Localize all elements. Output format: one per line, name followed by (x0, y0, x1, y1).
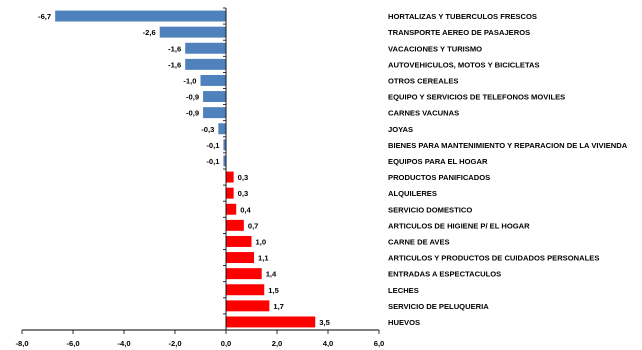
bar (226, 316, 316, 328)
value-label: -0,9 (186, 109, 199, 118)
value-label: -0,9 (186, 93, 199, 102)
category-label: OTROS CEREALES (388, 76, 458, 85)
bars-group (55, 10, 316, 328)
value-label: -0,1 (206, 141, 220, 150)
category-label: PRODUCTOS PANIFICADOS (388, 173, 490, 182)
category-label: ARTICULOS Y PRODUCTOS DE CUIDADOS PERSON… (388, 254, 599, 263)
labels-group: -6,7 HORTALIZAS Y TUBERCULOS FRESCOS -2,6 T… (15, 12, 627, 348)
category-label: TRANSPORTE AEREO DE PASAJEROS (388, 28, 530, 37)
bar (226, 219, 244, 231)
bar (223, 155, 226, 167)
value-label: -1,0 (183, 76, 196, 85)
value-label: -6,7 (38, 12, 51, 21)
bar (203, 91, 226, 103)
x-tick-label: 6,0 (374, 339, 385, 348)
category-label: ALQUILERES (388, 189, 437, 198)
bar (226, 171, 234, 183)
value-label: 1,0 (256, 237, 267, 246)
x-tick-label: 4,0 (323, 339, 334, 348)
category-label: ENTRADAS A ESPECTACULOS (388, 270, 501, 279)
value-label: -0,1 (206, 157, 220, 166)
bar (226, 235, 252, 247)
bar (226, 252, 255, 264)
bar (185, 42, 226, 54)
category-label: EQUIPO Y SERVICIOS DE TELEFONOS MOVILES (388, 93, 565, 102)
category-label: CARNE DE AVES (388, 237, 450, 246)
bar (226, 284, 265, 296)
x-tick-label: -8,0 (15, 339, 28, 348)
category-label: JOYAS (388, 125, 413, 134)
x-tick-label: 0,0 (221, 339, 232, 348)
value-label: -1,6 (168, 60, 181, 69)
category-label: LECHES (388, 286, 419, 295)
bar (200, 74, 226, 86)
category-label: ARTICULOS DE HIGIENE P/ EL HOGAR (388, 221, 530, 230)
value-label: 0,3 (238, 173, 249, 182)
category-label: AUTOVEHICULOS, MOTOS Y BICICLETAS (388, 60, 540, 69)
bar (223, 139, 226, 151)
category-label: EQUIPOS PARA EL HOGAR (388, 157, 488, 166)
value-label: 0,4 (240, 205, 251, 214)
category-label: VACACIONES Y TURISMO (388, 44, 482, 53)
bar (218, 123, 226, 135)
category-label: BIENES PARA MANTENIMIENTO Y REPARACION D… (388, 141, 628, 150)
axes-group (21, 7, 380, 334)
category-label: CARNES VACUNAS (388, 109, 459, 118)
value-label: 3,5 (319, 318, 330, 327)
value-label: 1,1 (258, 254, 269, 263)
category-label: HUEVOS (388, 318, 420, 327)
bar (55, 10, 227, 22)
value-label: -2,6 (143, 28, 156, 37)
value-label: 1,4 (266, 270, 277, 279)
bar (226, 300, 270, 312)
x-tick-label: -4,0 (117, 339, 130, 348)
x-tick-label: -2,0 (168, 339, 181, 348)
category-label: SERVICIO DE PELUQUERIA (388, 302, 489, 311)
bar (185, 58, 226, 70)
value-label: 1,5 (268, 286, 279, 295)
x-tick-label: 2,0 (272, 339, 283, 348)
value-label: 0,7 (248, 221, 259, 230)
category-label: HORTALIZAS Y TUBERCULOS FRESCOS (388, 12, 537, 21)
value-label: 0,3 (238, 189, 249, 198)
bar (159, 26, 226, 38)
category-label: SERVICIO DOMESTICO (388, 205, 472, 214)
bar (226, 187, 234, 199)
bar (226, 203, 237, 215)
x-tick-label: -6,0 (66, 339, 79, 348)
bar (203, 107, 226, 119)
value-label: -1,6 (168, 44, 181, 53)
value-label: -0,3 (201, 125, 214, 134)
value-label: 1,7 (273, 302, 284, 311)
bar (226, 268, 262, 280)
